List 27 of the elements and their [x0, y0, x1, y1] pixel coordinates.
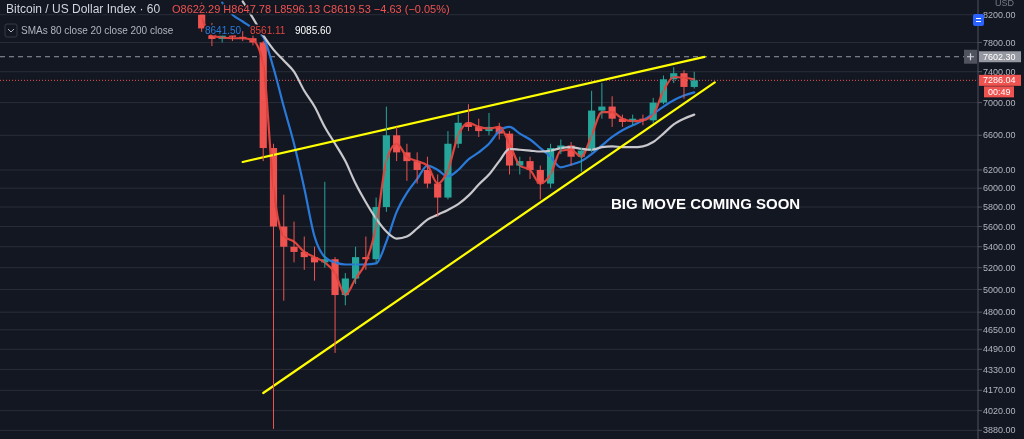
y-tick-label: 6000.00	[983, 183, 1016, 194]
y-tick-label: 4800.00	[983, 307, 1016, 318]
y-tick-label: 4330.00	[983, 364, 1016, 375]
y-tick-label: 7000.00	[983, 97, 1016, 108]
y-tick-label: 5400.00	[983, 241, 1016, 252]
y-tick-label: 3880.00	[983, 425, 1016, 436]
y-tick-label: 4490.00	[983, 344, 1016, 355]
y-tick-label: 8200.00	[983, 9, 1016, 20]
y-tick-label: 6200.00	[983, 165, 1016, 176]
annotation: 9085.60	[295, 25, 332, 36]
ref-line-label: 7602.30	[983, 51, 1016, 62]
y-tick-label: 4170.00	[983, 385, 1016, 396]
y-tick-label: 4650.00	[983, 324, 1016, 335]
annotation: Bitcoin / US Dollar Index · 60	[6, 2, 161, 16]
y-tick-label: 5800.00	[983, 202, 1016, 213]
text: USD	[995, 0, 1015, 8]
text: 00:49	[988, 86, 1011, 97]
annotation: BIG MOVE COMING SOON	[611, 195, 801, 212]
y-tick-label: 5600.00	[983, 221, 1016, 232]
y-tick-label: 7800.00	[983, 37, 1016, 48]
y-tick-label: 7400.00	[983, 66, 1016, 77]
y-tick-label: 5000.00	[983, 284, 1016, 295]
y-tick-label: 4020.00	[983, 405, 1016, 416]
y-tick-label: 5200.00	[983, 262, 1016, 273]
annotation: SMAs 80 close 20 close 200 close	[21, 25, 174, 36]
y-tick-label: 6600.00	[983, 130, 1016, 141]
ref-line-label: 7286.04	[983, 75, 1016, 86]
